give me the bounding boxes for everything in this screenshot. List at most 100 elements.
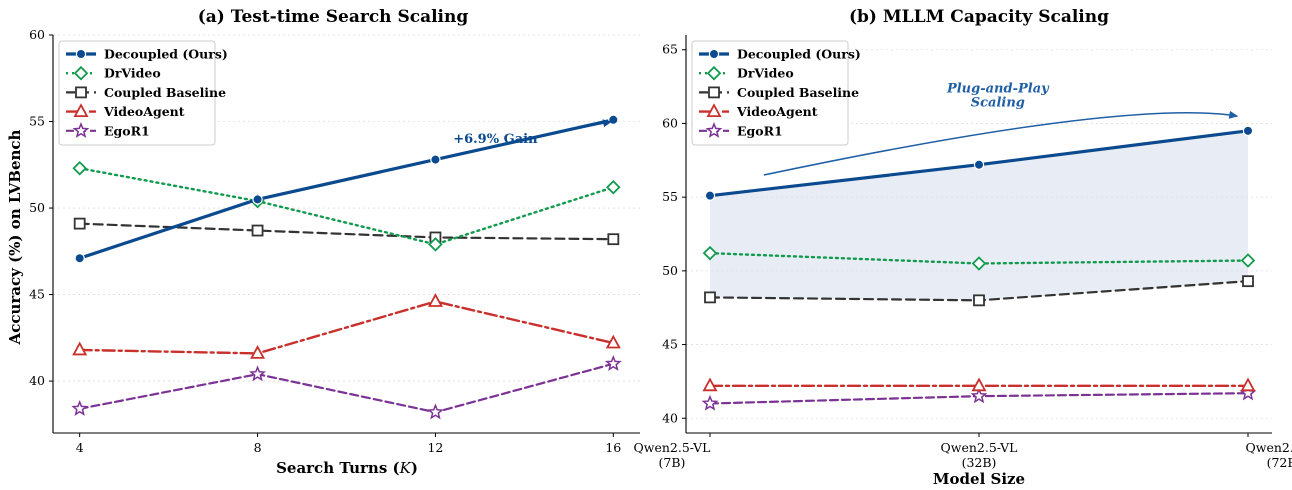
y-tick-label: 45 — [29, 287, 45, 302]
legend-box — [691, 40, 849, 146]
panel-mllm-capacity: (b) MLLM Capacity Scaling 40 45 50 55 60 65 Qw… — [634, 7, 1292, 488]
x-tick-label: Qwen2.5-VL — [634, 440, 711, 455]
x-tick-label: (7B) — [659, 455, 686, 470]
legend-label-drvideo: DrVideo — [737, 66, 794, 81]
legend-marker-decoupled-ours — [708, 48, 720, 60]
y-tick-label: 55 — [662, 189, 678, 204]
series-line-drvideo — [78, 167, 615, 246]
y-tick-label: 50 — [29, 200, 45, 215]
x-axis-label: Model Size — [933, 470, 1025, 488]
series-line-decoupled-ours — [78, 118, 615, 260]
legend-marker-videoagent — [73, 103, 89, 117]
chart-title: (b) MLLM Capacity Scaling — [849, 7, 1109, 27]
series-line-egor1 — [78, 362, 615, 414]
data-point-egor1 — [970, 387, 988, 404]
y-tick-label: 40 — [662, 410, 678, 425]
y-tick-label: 40 — [29, 373, 45, 388]
data-point-egor1 — [701, 394, 719, 411]
data-point-decoupled-ours — [74, 253, 85, 264]
legend-marker-coupled-baseline — [708, 86, 720, 99]
data-point-coupled-baseline — [1242, 275, 1254, 288]
y-tick-label: 50 — [662, 263, 678, 278]
data-point-coupled-baseline — [704, 291, 716, 304]
legend-marker-egor1 — [705, 121, 723, 138]
data-point-videoagent — [250, 345, 266, 359]
data-point-egor1 — [71, 399, 89, 416]
data-point-videoagent — [427, 293, 443, 307]
y-axis-label: Accuracy (%) on LVBench — [6, 129, 24, 345]
legend-label-decoupled-ours: Decoupled (Ours) — [104, 47, 228, 62]
legend-marker-coupled-baseline — [75, 86, 87, 99]
data-point-videoagent — [72, 341, 88, 356]
x-tick-label: (32B) — [962, 455, 997, 470]
legend-marker-videoagent — [706, 103, 722, 117]
x-axis-label-text: Search Turns — [276, 459, 387, 477]
x-tick-label: 4 — [76, 440, 84, 455]
data-point-drvideo — [1240, 253, 1256, 268]
y-tick-label: 45 — [662, 337, 678, 352]
legend-label-videoagent: VideoAgent — [103, 104, 185, 119]
legend-marker-drvideo — [73, 65, 89, 81]
x-tick-label: Qwen2.5-VL — [1246, 440, 1292, 455]
data-point-egor1 — [604, 354, 622, 371]
legend-label-coupled-baseline: Coupled Baseline — [104, 85, 226, 100]
data-point-egor1 — [427, 403, 444, 420]
legend-marker-egor1 — [72, 121, 90, 138]
gain-arrow — [535, 119, 613, 138]
x-tick-label: Qwen2.5-VL — [941, 440, 1018, 455]
legend-marker-decoupled-ours — [75, 48, 87, 60]
x-axis-label-paren-open: ( — [387, 459, 399, 477]
x-axis-label: Search Turns (K) — [276, 459, 418, 477]
data-point-coupled-baseline — [251, 224, 264, 237]
data-point-drvideo — [72, 160, 87, 176]
y-tick-label: 55 — [29, 114, 45, 129]
scaling-curved-arrow — [763, 110, 1239, 176]
series-line-videoagent — [78, 300, 615, 355]
legend-label-decoupled-ours: Decoupled (Ours) — [737, 47, 861, 62]
data-point-decoupled-ours — [252, 194, 263, 205]
panel-test-time-search: (a) Test-time Search Scaling 40 45 50 55 60 4… — [6, 7, 640, 477]
data-point-decoupled-ours — [704, 190, 716, 201]
data-point-drvideo — [428, 237, 443, 252]
data-point-drvideo — [971, 256, 987, 271]
shaded-gap-region — [710, 130, 1248, 301]
legend-marker-drvideo — [706, 65, 722, 81]
data-point-drvideo — [606, 180, 621, 195]
x-tick-label: 16 — [605, 440, 621, 455]
data-point-decoupled-ours — [608, 114, 619, 125]
y-tick-label: 60 — [662, 115, 678, 130]
data-point-videoagent — [605, 334, 621, 349]
data-point-videoagent — [971, 377, 987, 392]
scaling-annotation: Scaling — [971, 95, 1025, 110]
x-axis-label-variable: K — [399, 459, 412, 477]
scaling-annotation: Plug-and-Play — [946, 81, 1050, 96]
series-line-coupled-baseline — [78, 222, 615, 241]
data-point-coupled-baseline — [973, 294, 985, 307]
legend-label-coupled-baseline: Coupled Baseline — [737, 85, 859, 100]
y-tick-label: 65 — [662, 42, 678, 57]
legend-label-egor1: EgoR1 — [737, 123, 783, 138]
data-point-coupled-baseline — [73, 217, 86, 230]
y-tick-label: 60 — [29, 27, 45, 42]
plot-area: 404550556065Qwen2.5-VL(7B)Qwen2.5-VL(32B… — [634, 35, 1292, 470]
plot-area: 40 45 50 55 60 4 8 12 16 +6.9% Gain Decoupled (Our… — [29, 27, 640, 455]
legend: Decoupled (Ours) DrVideo Coupled Baseline V… — [58, 40, 228, 146]
data-point-videoagent — [702, 377, 718, 392]
data-point-decoupled-ours — [430, 154, 441, 165]
x-axis-label-paren-close: ) — [411, 459, 418, 477]
data-point-decoupled-ours — [973, 159, 985, 170]
legend-box — [58, 40, 216, 146]
data-point-videoagent — [1240, 377, 1256, 392]
legend-label-egor1: EgoR1 — [104, 123, 150, 138]
x-tick-label: 8 — [254, 440, 262, 455]
data-point-egor1 — [249, 365, 266, 382]
legend-label-videoagent: VideoAgent — [736, 104, 818, 119]
x-tick-label: 12 — [427, 440, 443, 455]
legend-label-drvideo: DrVideo — [104, 66, 161, 81]
x-tick-label: (72B) — [1267, 455, 1292, 470]
chart-title: (a) Test-time Search Scaling — [198, 7, 469, 27]
legend: Decoupled (Ours) DrVideo Coupled Baseline V… — [691, 40, 861, 146]
data-point-drvideo — [702, 245, 718, 261]
data-point-coupled-baseline — [607, 233, 620, 246]
